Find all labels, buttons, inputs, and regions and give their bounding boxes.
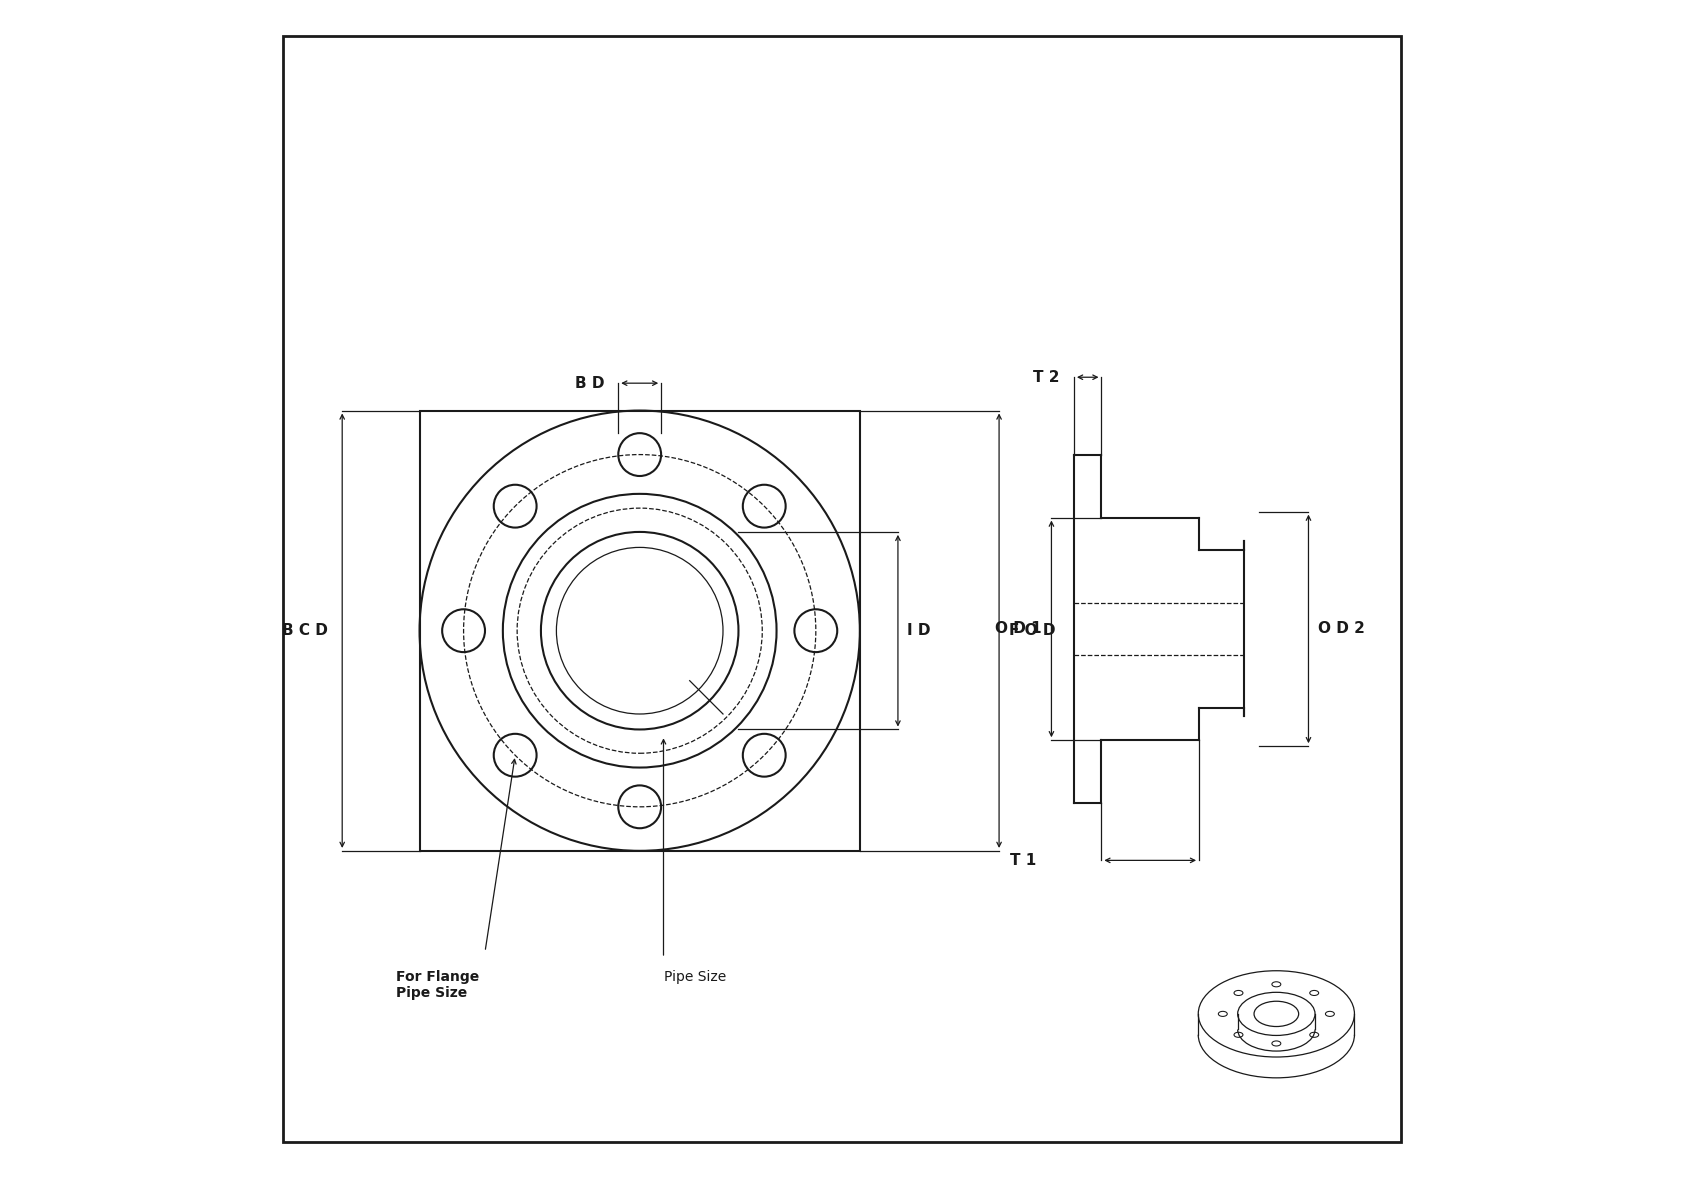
Text: O D 2: O D 2 (1319, 621, 1364, 637)
Text: Pipe Size: Pipe Size (663, 970, 726, 984)
Text: B D: B D (574, 376, 605, 390)
Text: F O D: F O D (1009, 624, 1056, 638)
Text: I D: I D (908, 624, 931, 638)
Text: B C D: B C D (281, 624, 328, 638)
Bar (419, 411, 861, 851)
Text: T 2: T 2 (1034, 370, 1059, 384)
Text: T 1: T 1 (1010, 853, 1036, 868)
Text: For Flange
Pipe Size: For Flange Pipe Size (396, 970, 478, 1000)
Text: O D 1: O D 1 (995, 621, 1042, 637)
